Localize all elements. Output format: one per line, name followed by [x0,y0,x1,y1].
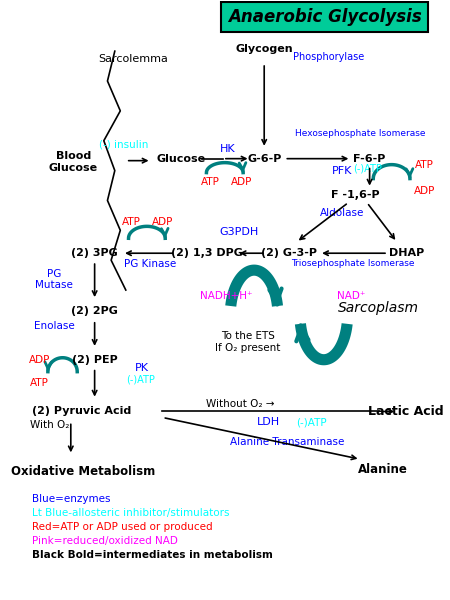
Text: Sarcoplasm: Sarcoplasm [338,301,419,315]
Text: To the ETS: To the ETS [221,331,274,341]
Text: NADH+H⁺: NADH+H⁺ [200,291,253,301]
Text: Oxidative Metabolism: Oxidative Metabolism [11,465,155,478]
Text: ATP: ATP [415,160,434,170]
Text: (2) G-3-P: (2) G-3-P [261,248,317,258]
Text: (-)ATP: (-)ATP [126,374,155,385]
Text: Sarcolemma: Sarcolemma [98,54,168,64]
Text: Red=ATP or ADP used or produced: Red=ATP or ADP used or produced [32,522,213,532]
Text: (2) PEP: (2) PEP [72,355,117,365]
Text: DHAP: DHAP [389,248,424,258]
Text: HK: HK [220,144,235,154]
Text: PFK: PFK [332,166,352,176]
Text: PG: PG [47,269,62,279]
Text: (2) Pyruvic Acid: (2) Pyruvic Acid [32,406,131,416]
Text: Glycogen: Glycogen [235,44,293,54]
Text: ATP: ATP [30,377,49,388]
Text: Enolase: Enolase [34,321,75,331]
Text: Lactic Acid: Lactic Acid [369,405,444,418]
Text: (2) 1,3 DPG: (2) 1,3 DPG [171,248,243,258]
Text: PK: PK [135,362,149,373]
Text: If O₂ present: If O₂ present [215,343,280,353]
Text: ADP: ADP [414,185,435,196]
Text: Hexosephosphate Isomerase: Hexosephosphate Isomerase [295,129,426,138]
Text: ADP: ADP [29,355,50,365]
Text: LDH: LDH [257,418,280,427]
Text: Phosphorylase: Phosphorylase [293,52,364,62]
Text: Without O₂ →: Without O₂ → [207,398,275,409]
Text: Triosephosphate Isomerase: Triosephosphate Isomerase [291,259,415,268]
Text: ADP: ADP [152,217,173,227]
Text: (-)ATP: (-)ATP [296,418,326,427]
Text: NAD⁺: NAD⁺ [337,291,365,301]
Text: Blue=enzymes: Blue=enzymes [32,494,111,504]
Text: Glucose: Glucose [49,163,98,173]
Text: G3PDH: G3PDH [219,227,258,238]
Text: Mutase: Mutase [36,280,73,290]
Text: (2) 2PG: (2) 2PG [71,306,118,316]
Text: With O₂: With O₂ [31,421,70,430]
Text: ATP: ATP [122,217,141,227]
Text: Alanine Transaminase: Alanine Transaminase [230,437,344,448]
Text: Pink=reduced/oxidized NAD: Pink=reduced/oxidized NAD [32,536,178,546]
Text: F-6-P: F-6-P [353,154,386,164]
Text: (-)ATP: (-)ATP [353,164,382,173]
Text: F -1,6-P: F -1,6-P [331,190,379,200]
FancyBboxPatch shape [221,2,428,32]
Text: Alanine: Alanine [357,463,407,476]
Text: Anaerobic Glycolysis: Anaerobic Glycolysis [228,8,422,26]
Text: Aldolase: Aldolase [320,208,364,218]
Text: (-) insulin: (-) insulin [99,140,148,150]
Text: Blood: Blood [56,151,91,161]
Text: (2) 3PG: (2) 3PG [71,248,118,258]
Text: ATP: ATP [201,176,220,187]
Text: Glucose: Glucose [156,154,205,164]
Text: ADP: ADP [230,176,252,187]
Text: Lt Blue-allosteric inhibitor/stimulators: Lt Blue-allosteric inhibitor/stimulators [32,508,230,518]
Text: Black Bold=intermediates in metabolism: Black Bold=intermediates in metabolism [32,550,273,560]
Text: PG Kinase: PG Kinase [123,259,176,269]
Text: G-6-P: G-6-P [247,154,281,164]
